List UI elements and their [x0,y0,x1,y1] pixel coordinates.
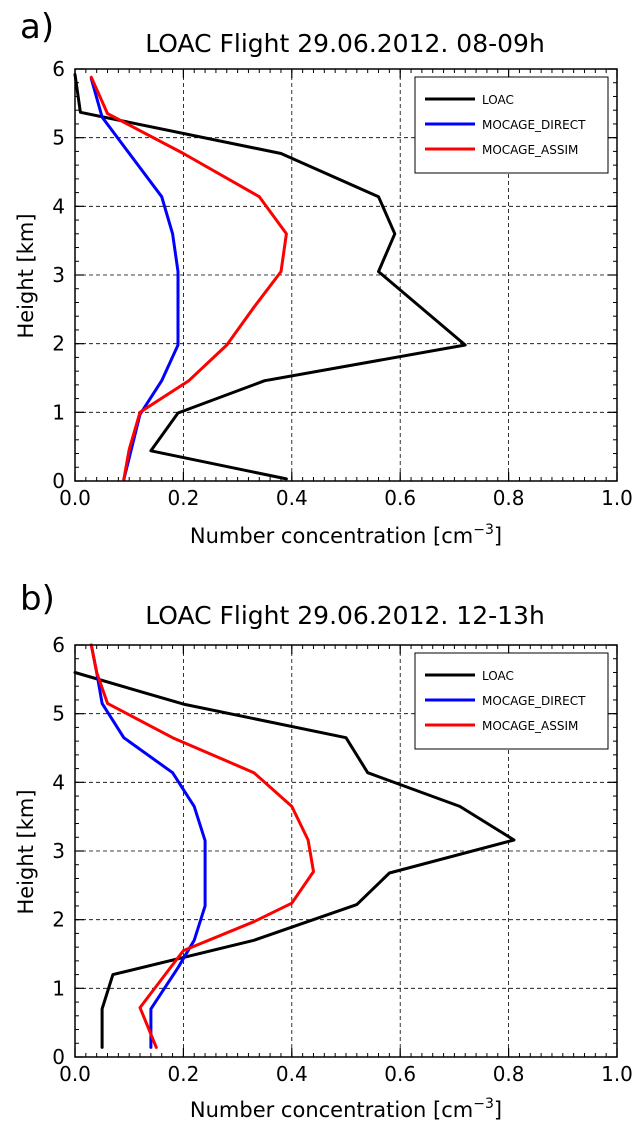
panel-a-ytick-label-0: 0 [52,469,65,493]
panel-a-ytick-label-6: 6 [52,57,65,81]
panel-b-ytick-label-5: 5 [52,702,65,726]
panel-b-xtick-label-1: 0.2 [167,1062,199,1086]
panel-a-xtick-label-2: 0.4 [276,486,308,510]
panel-b-axes-frame [74,644,618,1058]
panel-b-legend-label-0: LOAC [482,669,514,683]
panel-a-xlabel-main: Number concentration [cm [190,524,473,548]
panel-a-xtick-label-4: 0.8 [493,486,525,510]
panel-a-ytick-label-4: 4 [52,194,65,218]
panel-b-legend-label-2: MOCAGE_ASSIM [482,719,578,733]
panel-b-xlabel-main: Number concentration [cm [190,1098,473,1122]
panel-b-ytick-label-3: 3 [52,839,65,863]
panel-b-series-mocage-direct-line [89,643,207,1049]
panel-a-ytick-label-1: 1 [52,400,65,424]
panel-a-xlabel: Number concentration [cm−3] [190,522,502,548]
panel-b-xtick-label-5: 1.0 [601,1062,633,1086]
panel-b-xtick-label-4: 0.8 [493,1062,525,1086]
panel-a-legend-label-2: MOCAGE_ASSIM [482,143,578,157]
panel-b-ytick-label-6: 6 [52,633,65,657]
panel-b-xlabel: Number concentration [cm−3] [190,1096,502,1122]
panel-a-legend-label-0: LOAC [482,93,514,107]
panel-b-ytick-label-4: 4 [52,770,65,794]
panel-a-plot-area: 0.0 0.2 0.4 0.6 0.8 1.0 0 1 2 3 4 5 6 LOAC MOCAGE_DIRE… [52,57,633,510]
panel-b-xlabel-close: ] [494,1098,502,1122]
panel-a-legend-label-1: MOCAGE_DIRECT [482,118,586,132]
panel-b-xtick-label-0: 0.0 [59,1062,91,1086]
panel-b-ytick-label-1: 1 [52,976,65,1000]
panel-a-title: LOAC Flight 29.06.2012. 08-09h [145,29,545,58]
panel-a-ylabel: Height [km] [14,213,38,338]
panel-a-axes-frame [74,68,618,482]
panel-b-legend-label-1: MOCAGE_DIRECT [482,694,586,708]
panel-b: b) LOAC Flight 29.06.2012. 12-13h Height… [14,579,633,1122]
panel-b-xlabel-exponent: −3 [473,1096,494,1112]
panel-b-ytick-label-0: 0 [52,1045,65,1069]
panel-a-ytick-label-5: 5 [52,126,65,150]
panel-b-title: LOAC Flight 29.06.2012. 12-13h [145,601,545,630]
panel-a-series-mocage-direct-line [89,77,180,482]
panel-a-label: a) [20,7,54,47]
panel-b-series-mocage-assim-line [89,643,315,1049]
panel-a-xlabel-close: ] [494,524,502,548]
panel-a-xtick-label-1: 0.2 [167,486,199,510]
panel-a-series-loac-line [73,73,467,481]
panel-a-ytick-label-3: 3 [52,263,65,287]
panel-b-series-loac-line [73,671,516,1049]
panel-b-plot-area: 0.0 0.2 0.4 0.6 0.8 1.0 0 1 2 3 4 5 6 LOAC MOCAGE_DIRE… [52,633,633,1086]
panel-b-xtick-label-2: 0.4 [276,1062,308,1086]
panel-b-ytick-label-2: 2 [52,908,65,932]
panel-b-xtick-label-3: 0.6 [384,1062,416,1086]
panel-a-xtick-label-3: 0.6 [384,486,416,510]
panel-a-xtick-label-5: 1.0 [601,486,633,510]
panel-a-xtick-label-0: 0.0 [59,486,91,510]
panel-a-xlabel-exponent: −3 [473,522,494,538]
panel-a-legend: LOAC MOCAGE_DIRECT MOCAGE_ASSIM [414,76,609,174]
panel-a-series-mocage-assim-line [89,75,288,482]
panel-b-legend: LOAC MOCAGE_DIRECT MOCAGE_ASSIM [414,652,609,750]
panel-a: a) LOAC Flight 29.06.2012. 08-09h Height… [14,7,633,548]
panel-a-ytick-label-2: 2 [52,332,65,356]
panel-b-label: b) [20,579,55,619]
panel-b-ylabel: Height [km] [14,789,38,914]
